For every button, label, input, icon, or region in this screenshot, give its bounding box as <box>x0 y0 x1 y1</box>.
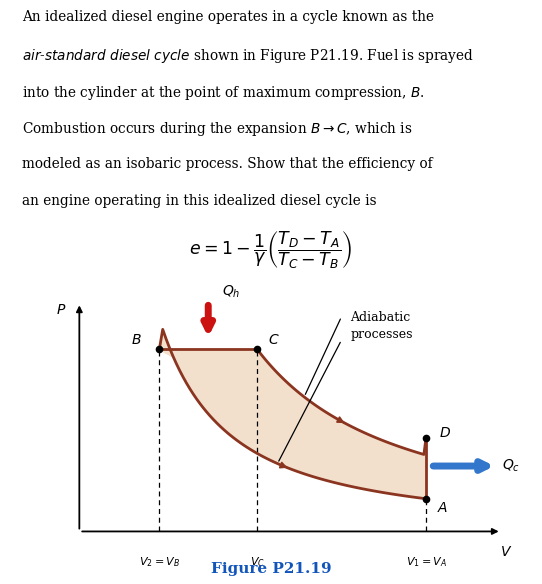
Text: $V_2 = V_B$: $V_2 = V_B$ <box>139 555 180 569</box>
Text: into the cylinder at the point of maximum compression, $\mathit{B}$.: into the cylinder at the point of maximu… <box>22 84 424 102</box>
Text: $Q_c$: $Q_c$ <box>501 458 520 474</box>
Text: $Q_h$: $Q_h$ <box>222 284 240 300</box>
Text: An idealized diesel engine operates in a cycle known as the: An idealized diesel engine operates in a… <box>22 9 434 23</box>
Text: $C$: $C$ <box>268 333 280 347</box>
Text: Adiabatic
processes: Adiabatic processes <box>351 311 413 341</box>
Text: $B$: $B$ <box>131 333 141 347</box>
Text: $A$: $A$ <box>437 501 448 515</box>
Text: Combustion occurs during the expansion $\mathit{B} \rightarrow \mathit{C}$, whic: Combustion occurs during the expansion $… <box>22 120 412 138</box>
Text: $D$: $D$ <box>440 426 451 440</box>
Text: $V_1 = V_A$: $V_1 = V_A$ <box>405 555 447 569</box>
Text: $P$: $P$ <box>56 303 66 317</box>
Text: an engine operating in this idealized diesel cycle is: an engine operating in this idealized di… <box>22 194 376 208</box>
Text: $V$: $V$ <box>500 545 512 559</box>
Polygon shape <box>159 329 426 499</box>
Text: $\mathit{air}$-$\mathit{standard\ diesel\ cycle}$ shown in Figure P21.19. Fuel i: $\mathit{air}$-$\mathit{standard\ diesel… <box>22 47 474 65</box>
Text: modeled as an isobaric process. Show that the efficiency of: modeled as an isobaric process. Show tha… <box>22 158 433 171</box>
Text: $e = 1 - \dfrac{1}{\gamma} \left( \dfrac{T_D - T_A}{T_C - T_B} \right)$: $e = 1 - \dfrac{1}{\gamma} \left( \dfrac… <box>190 230 352 271</box>
Text: $V_C$: $V_C$ <box>250 555 264 569</box>
Text: Figure P21.19: Figure P21.19 <box>211 562 331 576</box>
